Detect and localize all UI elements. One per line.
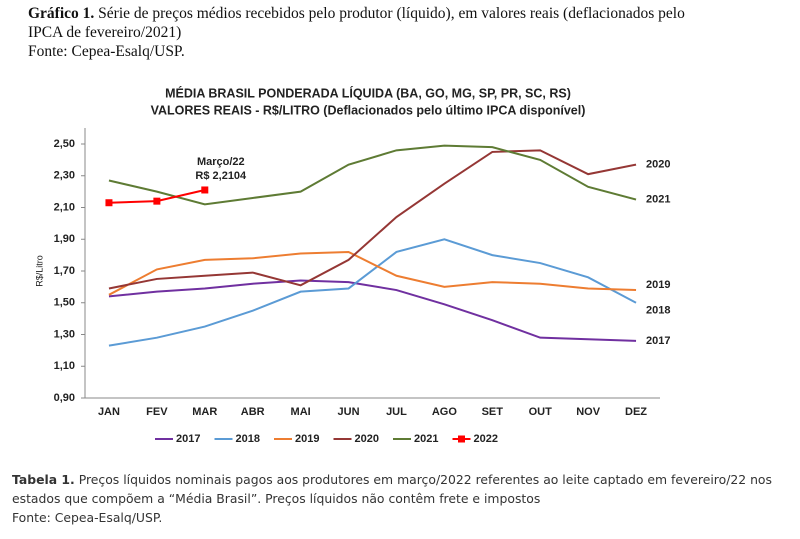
caption-text: Preços líquidos nominais pagos aos produ…: [12, 472, 772, 506]
y-tick-label: 1,30: [54, 328, 75, 340]
y-tick-label: 2,50: [54, 138, 75, 150]
caption-label: Tabela 1.: [12, 472, 75, 487]
series-end-label: 2017: [646, 335, 670, 347]
x-tick-label: OUT: [529, 406, 553, 418]
y-tick-label: 1,90: [54, 233, 75, 245]
series-line: [108, 238, 637, 347]
caption-source: Fonte: Cepea-Esalq/USP.: [28, 43, 185, 60]
series-end-label: 2021: [646, 193, 670, 205]
x-tick-label: JUL: [386, 406, 407, 418]
x-tick-label: JUN: [338, 406, 360, 418]
caption-text: Série de preços médios recebidos pelo pr…: [28, 5, 685, 41]
chart-title: MÉDIA BRASIL PONDERADA LÍQUIDA (BA, GO, …: [165, 85, 571, 100]
legend-label: 2018: [236, 433, 260, 445]
x-tick-label: MAR: [192, 406, 217, 418]
chart: MÉDIA BRASIL PONDERADA LÍQUIDA (BA, GO, …: [34, 85, 670, 445]
y-tick-label: 2,10: [54, 201, 75, 213]
x-tick-label: FEV: [146, 406, 168, 418]
y-tick-label: 2,30: [54, 170, 75, 182]
caption-source: Fonte: Cepea-Esalq/USP.: [12, 510, 163, 525]
legend-label: 2017: [176, 433, 200, 445]
series-end-label: 2019: [646, 279, 670, 291]
caption-label: Gráfico 1.: [28, 5, 95, 22]
x-tick-label: AGO: [432, 406, 458, 418]
y-axis-label: R$/Litro: [34, 255, 44, 287]
x-tick-label: SET: [482, 406, 504, 418]
point-marker: [105, 199, 113, 207]
point-marker: [201, 186, 209, 194]
legend-label: 2022: [474, 433, 498, 445]
chart-subtitle: VALORES REAIS - R$/LITRO (Deflacionados …: [151, 103, 586, 117]
legend-label: 2019: [295, 433, 319, 445]
x-tick-label: JAN: [98, 406, 120, 418]
x-tick-label: ABR: [241, 406, 265, 418]
series-line: [108, 279, 637, 342]
legend-label: 2021: [414, 433, 438, 445]
table-caption: Tabela 1. Preços líquidos nominais pagos…: [12, 470, 792, 527]
point-marker: [153, 197, 161, 205]
series-end-label: 2020: [646, 159, 670, 171]
y-tick-label: 1,10: [54, 360, 75, 372]
x-tick-label: NOV: [576, 406, 601, 418]
x-tick-label: MAI: [291, 406, 311, 418]
figure-caption: Gráfico 1. Série de preços médios recebi…: [28, 4, 718, 61]
series-line: [108, 250, 637, 296]
legend-marker: [458, 435, 465, 443]
y-tick-label: 1,50: [54, 297, 75, 309]
annotation: Março/22: [197, 156, 245, 168]
series-end-label: 2018: [646, 305, 670, 317]
y-tick-label: 0,90: [54, 392, 75, 404]
series-line: [108, 144, 637, 206]
annotation: R$ 2,2104: [195, 170, 247, 182]
legend-label: 2020: [355, 433, 379, 445]
y-tick-label: 1,70: [54, 265, 75, 277]
series-line: [108, 149, 637, 290]
x-tick-label: DEZ: [625, 406, 647, 418]
